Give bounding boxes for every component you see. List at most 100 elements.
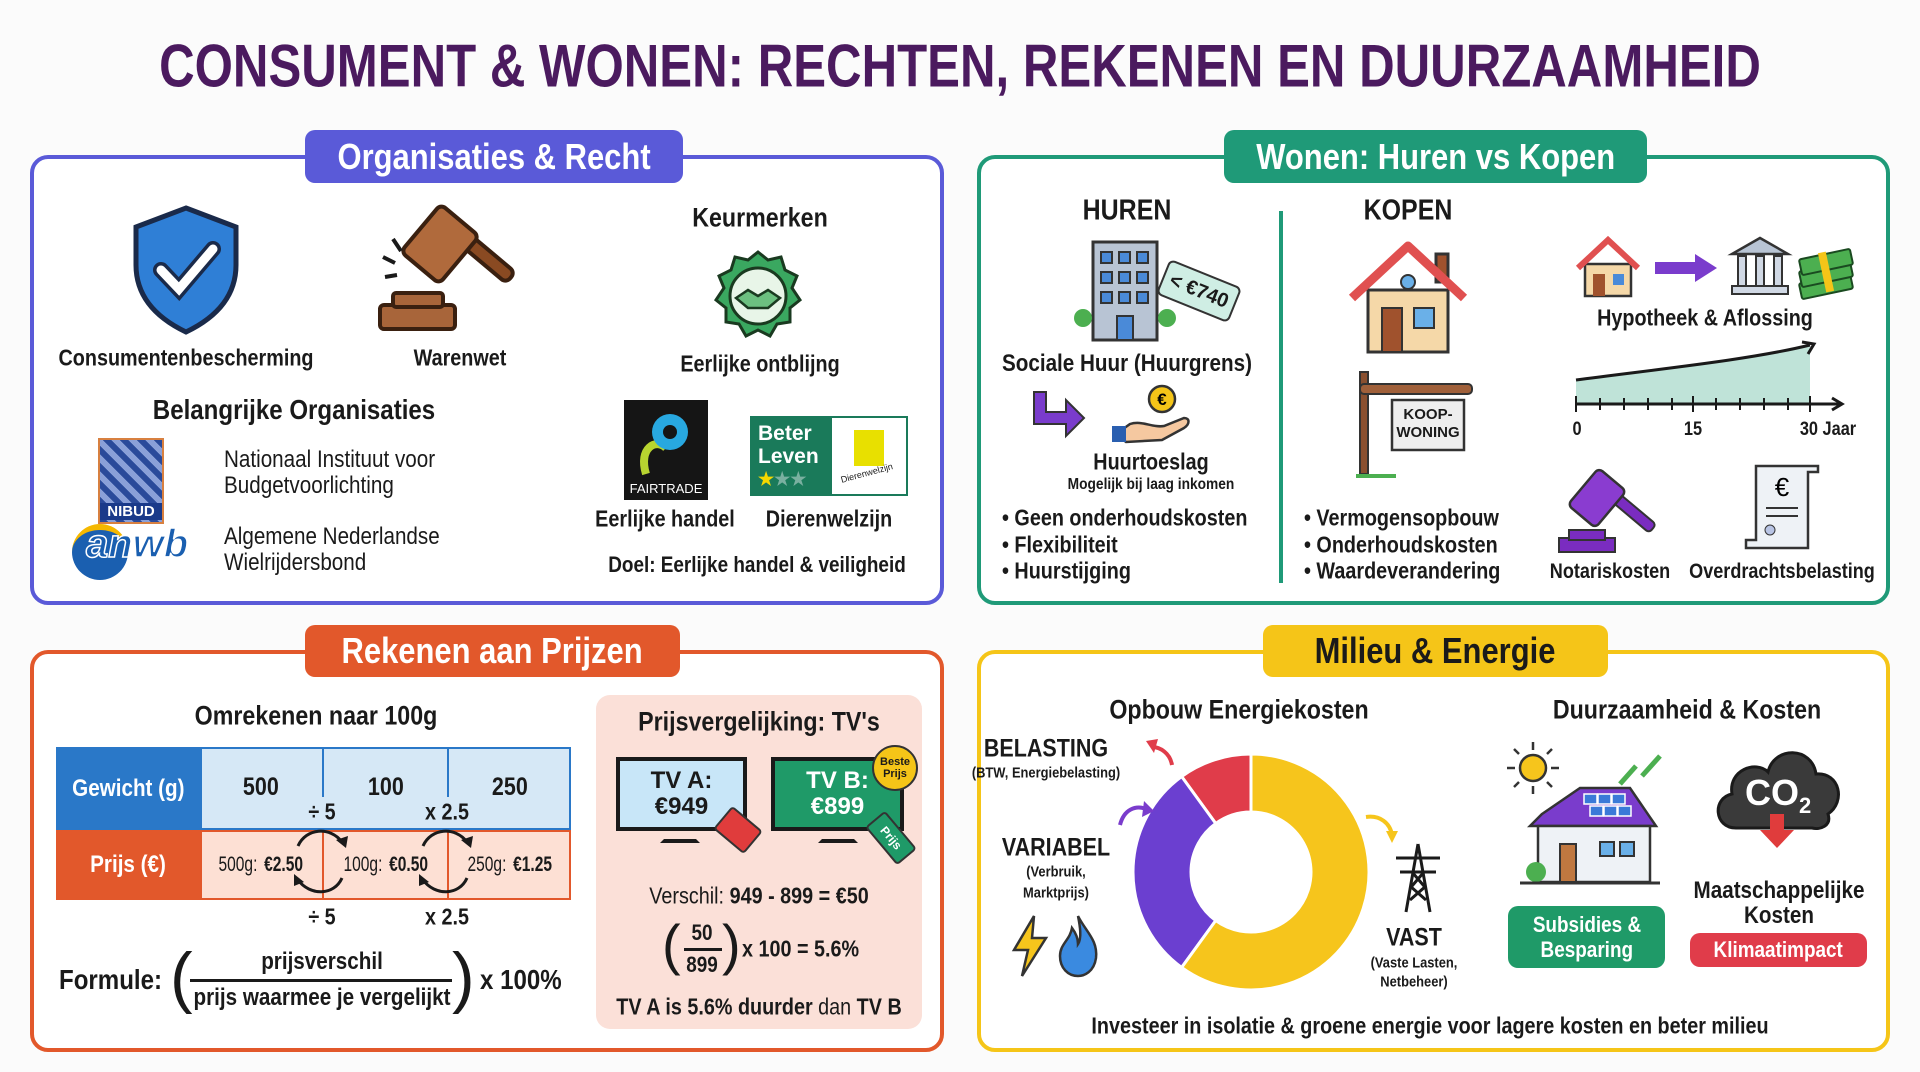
milieu-footer: Investeer in isolatie & groene energie v… <box>1091 1012 1769 1039</box>
variabel-sub-1: (Verbruik, <box>1026 863 1086 881</box>
apartment-building-icon <box>1074 240 1176 342</box>
nibud-name-line2: Budgetvoorlichting <box>224 472 394 499</box>
heading-milieu: Milieu & Energie <box>1263 625 1608 677</box>
maatschappelijke-kosten-1: Maatschappelijke <box>1693 877 1865 904</box>
donut-segment-variabel <box>1131 774 1218 970</box>
handshake-seal-icon <box>713 250 803 338</box>
huurtoeslag-sub: Mogelijk bij laag inkomen <box>1067 476 1235 493</box>
lightning-icon <box>1011 915 1049 977</box>
sun-icon <box>1507 742 1559 794</box>
formule-multiplier: x 100% <box>480 964 562 995</box>
tv-conclusion: TV A is 5.6% duurder dan TV B <box>616 993 902 1020</box>
conversion-arrows <box>294 829 473 894</box>
fairtrade-logo: FAIRTRADE <box>624 400 708 500</box>
sociale-huur-label: Sociale Huur (Huurgrens) <box>1001 350 1253 377</box>
timeline-label-15: 15 <box>1683 419 1703 440</box>
svg-text:€: € <box>1157 390 1167 409</box>
formule-denominator: prijs waarmee je vergelijkt <box>193 984 451 1011</box>
belangrijke-organisaties-heading: Belangrijke Organisaties <box>152 394 436 425</box>
price-cell: 100g: €0.50 <box>343 853 428 876</box>
label-dierenwelzijn: Dierenwelzijn <box>765 505 893 532</box>
mortgage-timeline-chart <box>1575 340 1845 412</box>
sign-text: KOOP- WONING <box>1396 406 1460 441</box>
weight-cell: 100 <box>367 772 404 801</box>
variabel-label: VARIABEL <box>1001 833 1111 862</box>
label-consumentenbescherming: Consumentenbescherming <box>58 344 314 371</box>
beste-prijs-badge: Beste Prijs <box>872 745 918 791</box>
shield-icon <box>133 205 239 335</box>
weight-cell: 500 <box>243 772 279 801</box>
label-warenwet: Warenwet <box>413 344 507 371</box>
timeline-label-30: 30 Jaar <box>1799 419 1857 440</box>
heading-rekenen: Rekenen aan Prijzen <box>305 625 680 677</box>
verschil-text: Verschil: 949 - 899 = €50 <box>649 882 869 909</box>
opbouw-heading: Opbouw Energiekosten <box>1109 694 1369 725</box>
price-cell: 250g: €1.25 <box>467 853 553 876</box>
arrow-right-icon <box>1655 254 1717 282</box>
nibud-name-line1: Nationaal Instituut voor <box>224 446 436 473</box>
small-house-icon <box>1575 235 1641 298</box>
label-eerlijke: Eerlijke ontblijng <box>680 350 840 377</box>
op-multiply-bottom: x 2.5 <box>425 903 469 930</box>
divider <box>1279 211 1283 583</box>
bullet-item: • Flexibiliteit <box>1002 531 1118 558</box>
co2-label: CO2 <box>1745 772 1812 819</box>
belasting-label: BELASTING <box>983 734 1109 763</box>
beter-leven-logo: Beter Leven ★★★ Dierenwelzijn <box>750 416 908 496</box>
fraction-denominator: 899 <box>686 952 718 977</box>
kopen-heading: KOPEN <box>1363 194 1453 227</box>
gavel-icon <box>378 204 515 331</box>
row-header-prijs: Prijs (€) <box>56 830 200 900</box>
timeline-label-0: 0 <box>1572 419 1582 440</box>
hand-coin-icon: € <box>1112 384 1190 444</box>
money-stack-icon <box>1798 248 1854 300</box>
heading-wonen: Wonen: Huren vs Kopen <box>1224 130 1647 183</box>
label-eerlijke-handel: Eerlijke handel <box>595 505 735 532</box>
percentage-result: x 100 = 5.6% <box>742 935 860 962</box>
nibud-logo: NIBUD <box>98 438 164 524</box>
for-sale-sign-icon <box>1356 371 1473 478</box>
power-pylon-icon <box>1396 843 1440 913</box>
formule-fraction: ( prijsverschil prijs waarmee je vergeli… <box>170 939 475 1015</box>
bullet-item: • Onderhoudskosten <box>1304 531 1498 558</box>
panel-milieu <box>977 650 1890 1052</box>
omrekenen-heading: Omrekenen naar 100g <box>194 700 438 731</box>
tv-comparison-box <box>596 695 922 1029</box>
house-icon <box>1348 241 1468 354</box>
row-header-gewicht: Gewicht (g) <box>56 747 200 830</box>
bank-icon <box>1727 236 1793 295</box>
price-cell: 500g: €2.50 <box>218 853 304 876</box>
fraction-numerator: 50 <box>691 920 713 945</box>
formule-label: Formule: <box>59 964 163 995</box>
energy-cost-donut <box>1131 752 1371 992</box>
tv-a-stand <box>660 831 700 843</box>
bullet-item: • Waardeverandering <box>1304 557 1501 584</box>
op-divide-bottom: ÷ 5 <box>308 903 336 930</box>
donut-segment-vast <box>1179 752 1371 992</box>
subsidies-besparing-badge: Subsidies & Besparing <box>1508 906 1665 968</box>
co2-cloud-icon <box>1716 751 1840 848</box>
tv-comparison-title: Prijsvergelijking: TV's <box>638 706 880 737</box>
price-conversion-table: Gewicht (g) Prijs (€) 500 100 250 500g: … <box>56 747 571 900</box>
notariskosten-label: Notariskosten <box>1549 560 1671 583</box>
anwb-name-line1: Algemene Nederlandse <box>224 523 440 550</box>
heading-organisaties: Organisaties & Recht <box>305 130 683 183</box>
percentage-calculation: ( 50 899 ) x 100 = 5.6% <box>662 913 860 978</box>
duurzaamheid-heading: Duurzaamheid & Kosten <box>1552 694 1822 725</box>
solar-house-icon <box>1520 754 1662 885</box>
vast-label: VAST <box>1386 923 1442 952</box>
anwb-name-line2: Wielrijdersbond <box>224 549 367 576</box>
bullet-item: • Geen onderhoudskosten <box>1002 504 1248 531</box>
page-title: CONSUMENT & WONEN: RECHTEN, REKENEN EN D… <box>159 32 1761 100</box>
keurmerken-heading: Keurmerken <box>692 202 828 233</box>
bullet-item: • Huurstijging <box>1002 557 1131 584</box>
vast-sub-2: Netbeheer) <box>1380 973 1448 991</box>
op-multiply-top: x 2.5 <box>425 798 469 825</box>
weight-cell: 250 <box>492 772 528 801</box>
belasting-sub: (BTW, Energiebelasting) <box>971 764 1121 782</box>
notary-gavel-icon <box>1558 468 1656 553</box>
svg-text:€: € <box>1775 472 1790 502</box>
anwb-logo: anwb <box>70 520 195 582</box>
arrow-right-icon <box>1033 391 1086 439</box>
op-divide-top: ÷ 5 <box>308 798 336 825</box>
